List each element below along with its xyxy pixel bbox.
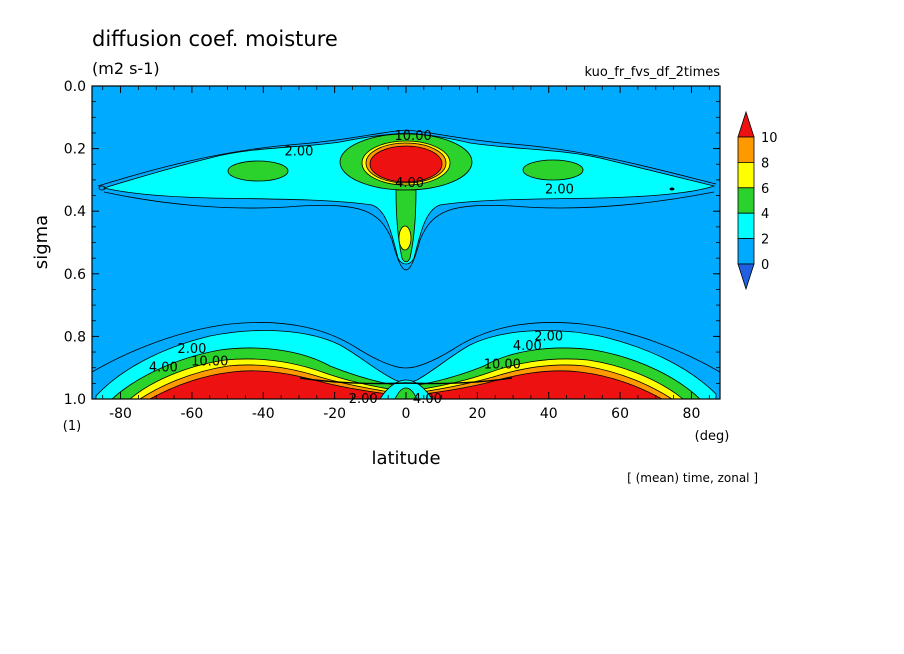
colorbar-label: 0 xyxy=(761,258,769,273)
boundary-layer-red-left xyxy=(149,370,389,400)
x-tick-label: 0 xyxy=(402,406,411,422)
colorbar-label: 4 xyxy=(761,207,769,222)
colorbar-label: 6 xyxy=(761,182,769,197)
y-unit-label: (1) xyxy=(63,419,81,434)
x-axis-label: latitude xyxy=(371,448,440,469)
y-tick-label: 1.0 xyxy=(64,392,86,408)
colorbar-label: 8 xyxy=(761,156,769,171)
x-unit-label: (deg) xyxy=(695,429,730,444)
x-tick-label: -40 xyxy=(252,406,275,422)
x-tick-label: 20 xyxy=(468,406,486,422)
units-label: (m2 s-1) xyxy=(92,59,160,78)
y-tick-label: 0.8 xyxy=(64,329,86,345)
x-tick-label: -20 xyxy=(323,406,346,422)
plume-yellow xyxy=(398,225,412,251)
contour-label: 10.00 xyxy=(191,354,228,369)
contour-label: 2.00 xyxy=(534,329,563,344)
colorbar-segment xyxy=(737,212,755,239)
colorbar-segment xyxy=(737,136,755,163)
contour-label: 4.00 xyxy=(513,339,542,354)
experiment-label: kuo_fr_fvs_df_2times xyxy=(584,65,720,80)
green-cell-left xyxy=(227,160,289,182)
x-tick-label: -60 xyxy=(180,406,203,422)
colorbar-segment xyxy=(737,187,755,214)
x-tick-label: -80 xyxy=(109,406,132,422)
x-tick-label: 80 xyxy=(683,406,701,422)
contour-label: 10.00 xyxy=(395,129,432,144)
x-axis: -80 -60 -40 -20 0 20 40 60 80 xyxy=(102,86,710,422)
colorbar-label: 2 xyxy=(761,233,769,248)
colorbar-segment xyxy=(737,161,755,189)
colorbar-label: 10 xyxy=(761,131,778,146)
colorbar-bottom-arrow xyxy=(737,263,755,291)
colorbar: 0 2 4 6 8 10 xyxy=(737,110,778,291)
y-tick-label: 0.6 xyxy=(64,267,86,283)
core-red xyxy=(369,145,443,183)
y-axis: 0.0 0.2 0.4 0.6 0.8 1.0 xyxy=(64,79,720,408)
boundary-layer-red-right xyxy=(423,370,663,400)
contour-line-lower xyxy=(103,191,715,271)
contour-line-boundary-outer xyxy=(91,322,721,373)
contour-label: 10.00 xyxy=(484,358,521,373)
contour-mark-west xyxy=(98,185,106,191)
contour-label: 2.00 xyxy=(284,145,313,160)
y-tick-label: 0.2 xyxy=(64,142,86,158)
chart-title: diffusion coef. moisture xyxy=(92,27,338,51)
y-tick-label: 0.4 xyxy=(64,204,86,220)
footer-label: [ (mean) time, zonal ] xyxy=(627,471,758,485)
x-tick-label: 40 xyxy=(540,406,558,422)
contour-label: 4.00 xyxy=(149,361,178,376)
contour-line-upper xyxy=(97,129,717,187)
colorbar-segment xyxy=(737,238,755,265)
y-axis-label: sigma xyxy=(31,215,52,269)
contour-line-surface xyxy=(299,377,513,385)
contour-label: 4.00 xyxy=(395,176,424,191)
colorbar-top-arrow xyxy=(737,110,755,138)
contour-mark-east xyxy=(669,187,675,191)
contour-label: 2.00 xyxy=(545,182,574,197)
green-cell-right xyxy=(522,159,584,181)
x-tick-label: 60 xyxy=(611,406,629,422)
contour-label: 2.00 xyxy=(177,342,206,357)
y-tick-label: 0.0 xyxy=(64,79,86,95)
contour-plot xyxy=(91,86,721,400)
